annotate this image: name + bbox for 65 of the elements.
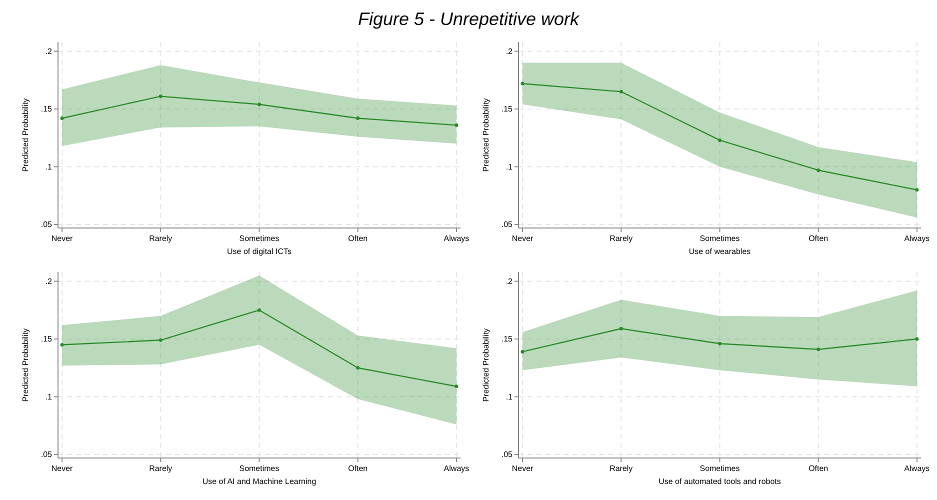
point xyxy=(816,348,820,352)
point xyxy=(816,168,820,172)
y-tick-label: .1 xyxy=(45,162,53,172)
y-tick-label: .1 xyxy=(506,162,514,172)
y-tick-label: .05 xyxy=(40,220,53,230)
x-axis-title: Use of wearables xyxy=(688,247,751,256)
x-tick-label: Rarely xyxy=(610,464,633,473)
x-tick-label: Sometimes xyxy=(700,234,740,243)
y-axis-title: Predicted Probability xyxy=(482,328,490,402)
point xyxy=(60,343,64,347)
y-tick-label: .05 xyxy=(501,450,514,460)
point xyxy=(454,123,458,127)
x-axis-title: Use of digital ICTs xyxy=(227,247,292,256)
point xyxy=(619,326,623,330)
y-tick-label: .05 xyxy=(501,220,514,230)
y-tick-label: .2 xyxy=(45,276,53,286)
y-axis-title: Predicted Probability xyxy=(482,98,490,172)
x-tick-label: Often xyxy=(808,464,828,473)
x-tick-label: Never xyxy=(512,464,534,473)
point xyxy=(257,102,262,106)
point xyxy=(619,90,623,94)
x-axis-title: Use of automated tools and robots xyxy=(658,477,781,486)
point xyxy=(257,308,262,312)
point xyxy=(520,350,524,354)
y-tick-label: .2 xyxy=(506,276,514,286)
x-tick-label: Sometimes xyxy=(239,234,280,243)
y-tick-label: .1 xyxy=(45,392,53,402)
y-tick-label: .2 xyxy=(45,46,53,56)
point xyxy=(718,342,722,346)
point xyxy=(520,82,524,86)
y-tick-label: .15 xyxy=(501,104,514,114)
x-tick-label: Sometimes xyxy=(239,464,280,473)
x-tick-label: Often xyxy=(808,234,828,243)
y-tick-label: .2 xyxy=(506,46,514,56)
x-tick-label: Often xyxy=(348,464,368,473)
point xyxy=(915,188,919,192)
x-tick-label: Often xyxy=(348,234,368,243)
x-tick-label: Always xyxy=(444,234,470,243)
y-axis-title: Predicted Probability xyxy=(21,328,30,402)
x-tick-label: Rarely xyxy=(149,234,172,243)
point xyxy=(454,384,458,388)
x-tick-label: Never xyxy=(512,234,534,243)
x-axis-title: Use of AI and Machine Learning xyxy=(202,477,316,486)
y-tick-label: .05 xyxy=(40,450,53,460)
x-tick-label: Rarely xyxy=(610,234,633,243)
x-tick-label: Never xyxy=(51,464,74,473)
x-tick-label: Rarely xyxy=(149,464,172,473)
point xyxy=(915,337,919,341)
x-tick-label: Sometimes xyxy=(700,464,740,473)
point xyxy=(718,138,722,142)
x-tick-label: Always xyxy=(444,464,470,473)
point xyxy=(356,116,360,120)
point xyxy=(356,366,360,370)
point xyxy=(158,338,162,342)
y-tick-label: .15 xyxy=(40,104,53,114)
y-tick-label: .1 xyxy=(506,392,514,402)
x-tick-label: Never xyxy=(51,234,74,243)
x-tick-label: Always xyxy=(904,464,930,473)
point xyxy=(60,116,64,120)
y-tick-label: .15 xyxy=(501,334,514,344)
point xyxy=(158,94,162,98)
chart-title: Figure 5 - Unrepetitive work xyxy=(358,9,580,29)
y-tick-label: .15 xyxy=(40,334,53,344)
x-tick-label: Always xyxy=(904,234,930,243)
y-axis-title: Predicted Probability xyxy=(21,98,30,172)
